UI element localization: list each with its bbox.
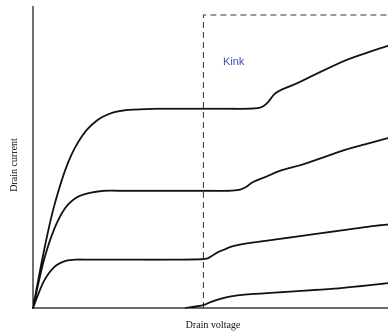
series-line-3: [32, 223, 388, 309]
curves-group: [32, 44, 388, 309]
series-line-1: [32, 44, 388, 309]
kink-region-box: [202, 14, 388, 308]
y-axis-label: Drain current: [9, 138, 20, 192]
x-axis-label: Drain voltage: [186, 320, 241, 331]
series-line-4: [184, 282, 388, 309]
kink-annotation: Kink: [223, 56, 245, 68]
series-line-2: [32, 137, 388, 309]
